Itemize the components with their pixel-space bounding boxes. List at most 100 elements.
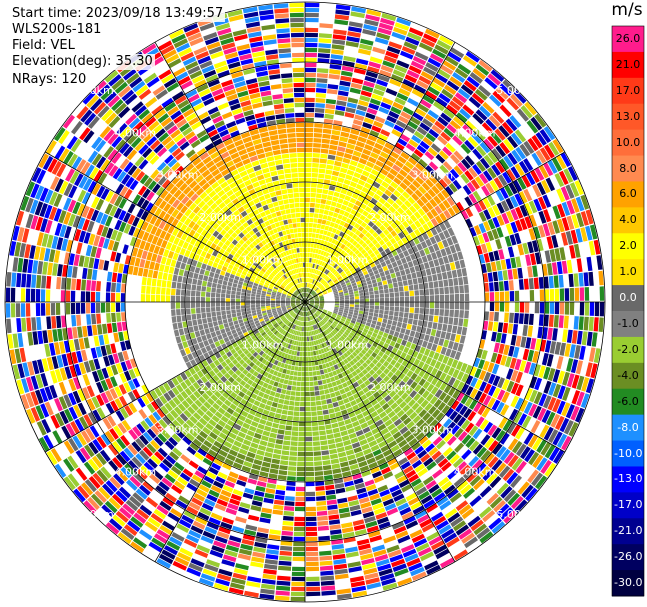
velocity-bin <box>414 302 420 308</box>
velocity-bin <box>331 238 337 244</box>
velocity-bin <box>538 393 547 407</box>
velocity-bin <box>451 400 460 410</box>
velocity-bin <box>456 112 468 123</box>
velocity-bin <box>335 442 344 448</box>
velocity-bin <box>305 521 317 527</box>
velocity-bin <box>312 293 317 297</box>
velocity-bin <box>501 200 510 212</box>
velocity-bin <box>447 324 453 333</box>
velocity-bin <box>382 146 392 155</box>
velocity-bin <box>309 298 314 301</box>
velocity-bin <box>443 384 452 394</box>
velocity-bin <box>385 324 392 330</box>
velocity-bin <box>261 461 271 468</box>
velocity-bin <box>599 302 605 317</box>
velocity-bin <box>407 279 413 286</box>
velocity-bin <box>282 445 290 451</box>
velocity-bin <box>314 299 320 301</box>
velocity-bin <box>305 431 312 437</box>
velocity-bin <box>374 348 380 355</box>
velocity-bin <box>283 440 291 446</box>
velocity-bin <box>408 139 419 148</box>
velocity-bin <box>190 296 196 302</box>
velocity-bin <box>358 352 364 358</box>
velocity-bin <box>286 415 293 421</box>
velocity-bin <box>315 103 325 108</box>
velocity-bin <box>460 362 468 373</box>
velocity-bin <box>548 382 557 396</box>
velocity-bin <box>306 581 320 587</box>
velocity-bin <box>457 88 471 100</box>
velocity-bin <box>446 271 453 279</box>
velocity-bin <box>306 272 308 278</box>
velocity-bin <box>532 184 542 198</box>
velocity-bin <box>309 283 312 288</box>
velocity-bin <box>320 286 325 291</box>
velocity-bin <box>571 198 580 213</box>
velocity-bin <box>393 242 400 250</box>
velocity-bin <box>586 256 593 271</box>
velocity-bin <box>507 269 513 280</box>
velocity-bin <box>306 293 309 298</box>
velocity-bin <box>319 300 325 302</box>
velocity-bin <box>263 393 270 400</box>
velocity-bin <box>363 252 369 258</box>
velocity-bin <box>312 162 319 168</box>
velocity-bin <box>46 316 52 330</box>
velocity-bin <box>330 232 335 238</box>
velocity-bin <box>65 290 71 302</box>
velocity-bin <box>338 172 346 179</box>
velocity-bin <box>317 276 321 281</box>
velocity-bin <box>547 263 553 276</box>
velocity-bin <box>487 207 496 218</box>
velocity-bin <box>483 371 491 383</box>
velocity-bin <box>264 425 272 432</box>
velocity-bin <box>307 288 309 293</box>
velocity-bin <box>445 407 455 418</box>
velocity-bin <box>457 431 468 442</box>
velocity-bin <box>406 420 415 430</box>
velocity-bin <box>473 402 482 413</box>
velocity-bin <box>367 268 373 274</box>
velocity-bin <box>440 346 447 355</box>
velocity-bin <box>408 183 418 192</box>
velocity-bin <box>361 267 367 273</box>
velocity-bin <box>440 112 452 123</box>
velocity-bin <box>491 148 502 161</box>
velocity-bin <box>473 357 481 368</box>
velocity-bin <box>539 147 551 161</box>
velocity-bin <box>357 316 363 321</box>
velocity-bin <box>452 389 461 399</box>
velocity-bin <box>531 472 544 487</box>
velocity-bin <box>461 449 472 460</box>
velocity-bin <box>321 261 325 267</box>
velocity-bin <box>203 323 209 329</box>
velocity-bin <box>389 297 395 302</box>
velocity-bin <box>308 295 313 299</box>
velocity-bin <box>305 506 316 512</box>
velocity-bin <box>502 79 516 93</box>
velocity-bin <box>574 345 581 359</box>
velocity-bin <box>556 433 568 449</box>
velocity-bin <box>403 250 410 257</box>
velocity-bin <box>332 212 339 218</box>
velocity-bin <box>435 97 448 108</box>
velocity-bin <box>305 112 315 118</box>
velocity-bin <box>294 506 305 512</box>
velocity-bin <box>388 205 396 214</box>
velocity-bin <box>410 152 421 162</box>
velocity-bin <box>204 328 210 335</box>
velocity-bin <box>496 202 505 214</box>
velocity-bin <box>343 288 348 292</box>
velocity-bin <box>305 496 316 502</box>
velocity-bin <box>371 125 382 133</box>
velocity-bin <box>487 230 495 241</box>
velocity-bin <box>245 302 251 306</box>
velocity-bin <box>344 304 350 307</box>
velocity-bin <box>504 184 514 197</box>
velocity-bin <box>280 545 293 551</box>
velocity-bin <box>317 520 329 526</box>
velocity-bin <box>334 306 339 309</box>
velocity-bin <box>308 305 312 309</box>
velocity-bin <box>518 279 524 290</box>
